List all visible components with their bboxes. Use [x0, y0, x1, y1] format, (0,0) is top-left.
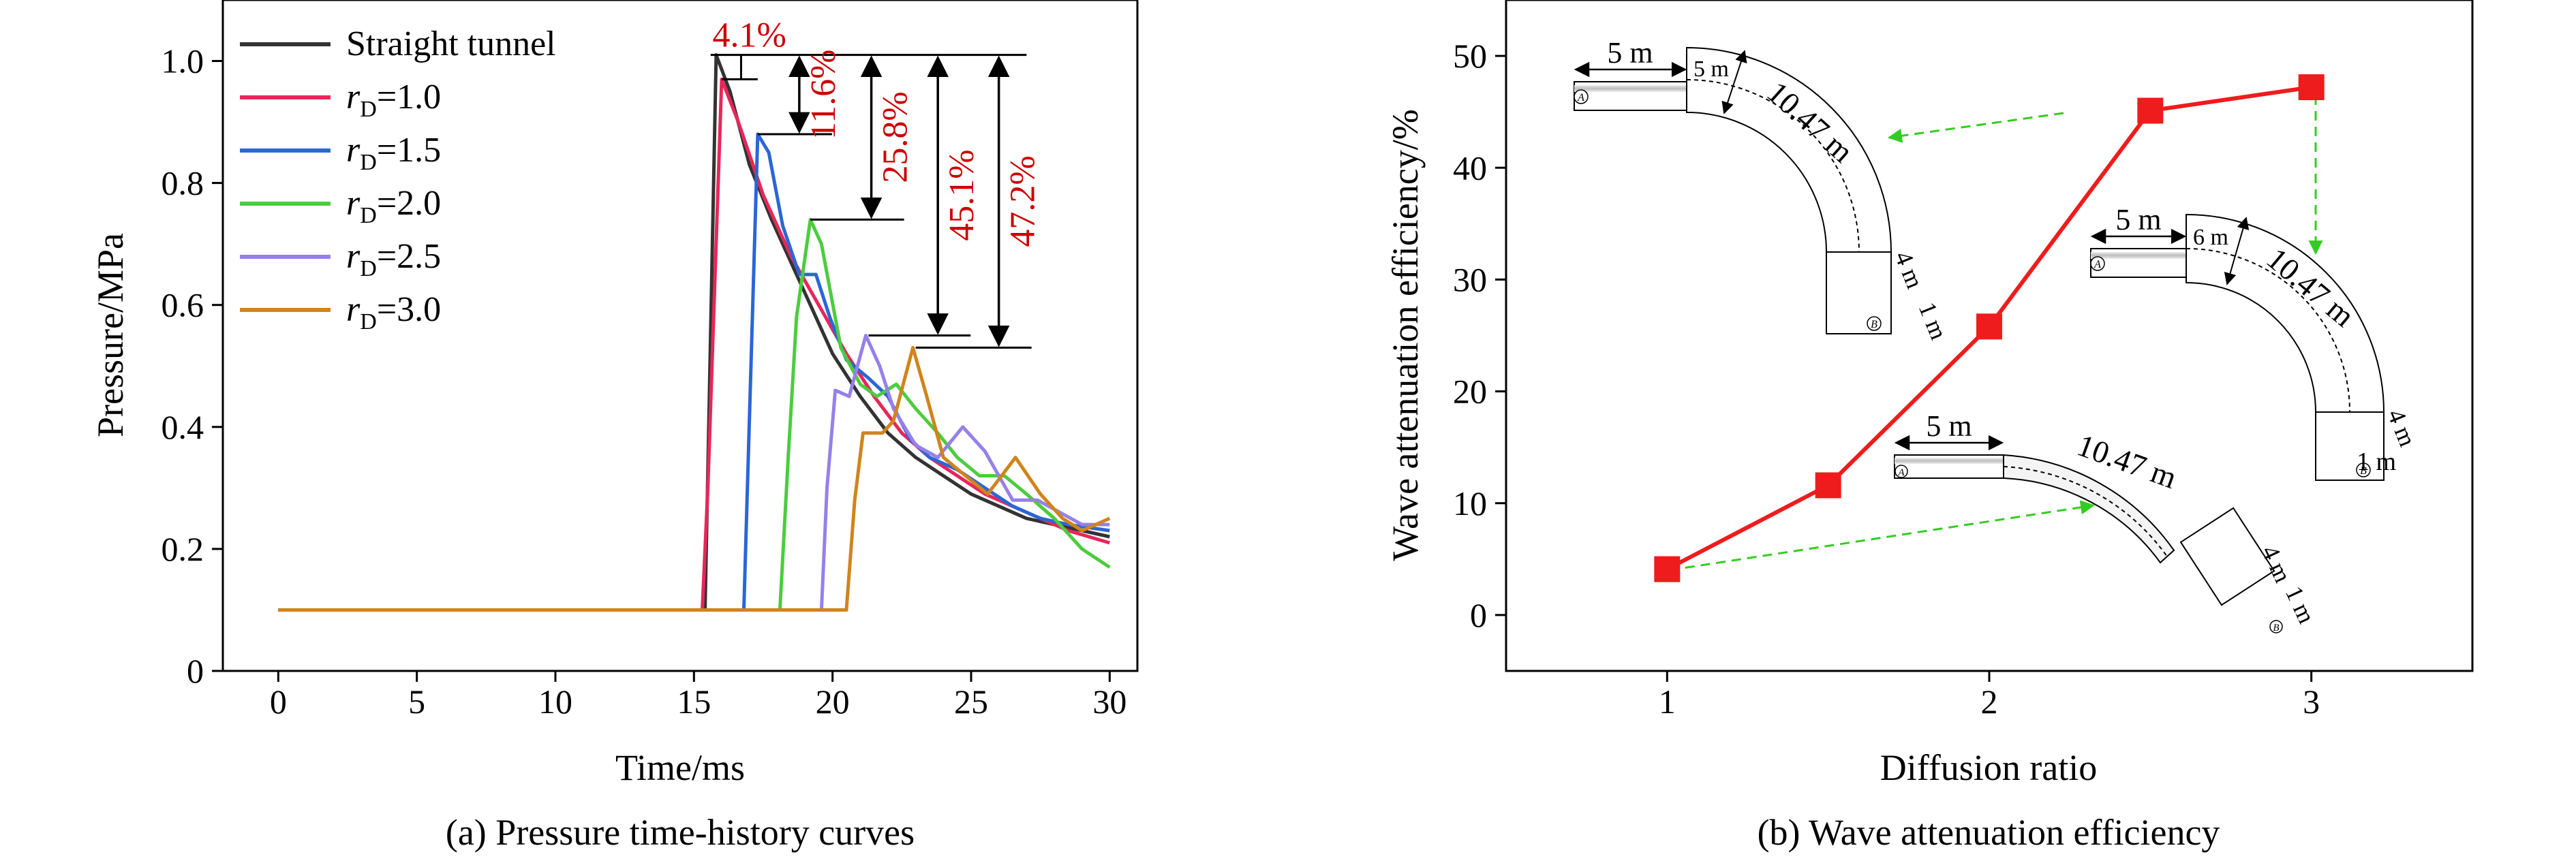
legend-label: rD=2.0: [346, 184, 441, 228]
straight-length-label: 5 m: [1926, 409, 1972, 443]
annotation-label: 47.2%: [1004, 155, 1043, 247]
link-arrow: [1669, 500, 2096, 571]
y-axis-ticks: 0 10 20 30 40 50: [1453, 37, 1506, 634]
x-tick-label: 10: [538, 682, 572, 721]
annotation-label: 25.8%: [876, 91, 915, 183]
y-tick-label: 50: [1453, 37, 1487, 75]
link-arrow: [1887, 112, 2064, 143]
point-b-label: B: [2273, 623, 2279, 633]
plot-area-a: [221, 0, 1139, 672]
efficiency-chart-panel: A 5 m 5 m 10.47 m B 4 m 1 m A 5 m 6 m: [1385, 0, 2474, 853]
series-line: [278, 217, 1111, 612]
y-tick-label: 0.6: [162, 286, 204, 324]
series-line: [278, 345, 1111, 612]
caption-b: (b) Wave attenuation efficiency: [1758, 812, 2220, 853]
series-line: [278, 53, 1110, 612]
x-tick-label: 20: [816, 682, 850, 721]
y-tick-label: 0.8: [162, 164, 204, 202]
point-b-marker: [2269, 620, 2283, 633]
point-b-label: B: [2360, 465, 2367, 477]
point-a-label: A: [2094, 259, 2101, 270]
x-tick-label: 0: [270, 682, 287, 721]
annotation-label: 4.1%: [713, 16, 786, 55]
annotation-label: 45.1%: [942, 149, 981, 240]
x-axis-label: Time/ms: [615, 747, 745, 788]
x-tick-label: 25: [954, 682, 988, 721]
x-tick-label: 30: [1092, 682, 1126, 721]
point-a-marker: [1895, 465, 1908, 478]
data-point-marker: [1815, 472, 1841, 499]
data-point-marker: [2137, 97, 2164, 124]
y-tick-label: 10: [1453, 484, 1487, 522]
diameter-label: 5 m: [1693, 57, 1729, 82]
inset-links: [1669, 95, 2323, 571]
pressure-chart-panel: 4.1% 11.6% 25.8% 45.1% 47.2% Straight tunnel…: [90, 0, 1139, 853]
legend-label: Straight tunnel: [346, 25, 556, 63]
y-tick-label: 0.4: [162, 408, 204, 446]
series-line: [278, 132, 1110, 612]
data-point-marker: [2298, 74, 2325, 101]
attenuation-annotations: 4.1% 11.6% 25.8% 45.1% 47.2%: [710, 16, 1043, 349]
legend-label: rD=1.0: [346, 78, 441, 122]
legend-label: rD=3.0: [346, 290, 441, 334]
y-tick-label: 1.0: [162, 42, 204, 80]
outlet-tube: [2179, 507, 2275, 606]
y-tick-label: 20: [1453, 373, 1487, 411]
x-tick-label: 15: [677, 682, 711, 721]
point-b-label: B: [1871, 319, 1877, 330]
series-line: [278, 334, 1110, 612]
point-a-marker: [2090, 256, 2105, 271]
data-point-marker: [1976, 313, 2002, 340]
point-a-label: A: [1897, 467, 1905, 478]
data-point-marker: [1654, 556, 1681, 582]
x-tick-label: 1: [1659, 682, 1676, 721]
bend-centerline: [2186, 248, 2350, 413]
point-a-marker: [1574, 89, 1589, 104]
efficiency-series: [1654, 74, 2325, 582]
x-tick-label: 2: [1981, 682, 1998, 721]
point-b-marker: [1867, 316, 1882, 331]
x-tick-label: 3: [2303, 682, 2320, 721]
inlet-tube-core: [2091, 252, 2186, 259]
x-axis-label: Diffusion ratio: [1880, 747, 2097, 788]
bend-centerline: [2003, 466, 2168, 557]
y-tick-label: 30: [1453, 260, 1487, 298]
x-axis-ticks: 1 2 3: [1659, 671, 2320, 721]
y-axis-label: Pressure/MPa: [90, 233, 131, 437]
y-tick-label: 0: [187, 652, 204, 690]
legend-label: rD=1.5: [346, 131, 441, 175]
straight-length-label: 5 m: [1607, 36, 1653, 69]
x-tick-label: 5: [408, 682, 425, 721]
point-b-marker: [2356, 462, 2371, 477]
inlet-tube-core: [1574, 85, 1687, 92]
outlet-diameter-label: 1 m: [2357, 448, 2396, 476]
y-axis-ticks: 0 0.2 0.4 0.6 0.8 1.0: [162, 42, 223, 690]
legend-label: rD=2.5: [346, 237, 441, 281]
annotation-label: 11.6%: [804, 50, 843, 140]
bend-section: [2003, 454, 2175, 564]
y-axis-label: Wave attenuation efficiency/%: [1385, 109, 1426, 561]
outlet-tube: [1826, 251, 1892, 334]
y-tick-label: 0.2: [162, 530, 204, 568]
outlet-tube: [2315, 411, 2385, 481]
y-tick-label: 40: [1453, 148, 1487, 187]
pressure-curves: [278, 53, 1111, 612]
diameter-dimension: [1721, 50, 1747, 114]
point-a-label: A: [1577, 92, 1584, 104]
x-axis-ticks: 0 5 10 15 20 25 30: [270, 671, 1126, 721]
caption-a: (a) Pressure time-history curves: [446, 812, 915, 853]
diameter-dimension: [2224, 217, 2250, 285]
inlet-tube-core: [1895, 458, 2004, 464]
legend: Straight tunnel rD=1.0 rD=1.5 rD=2.0 rD=2.5 r…: [240, 25, 556, 334]
straight-length-label: 5 m: [2115, 203, 2161, 236]
diameter-label: 6 m: [2193, 225, 2228, 250]
y-tick-label: 0: [1470, 596, 1487, 634]
